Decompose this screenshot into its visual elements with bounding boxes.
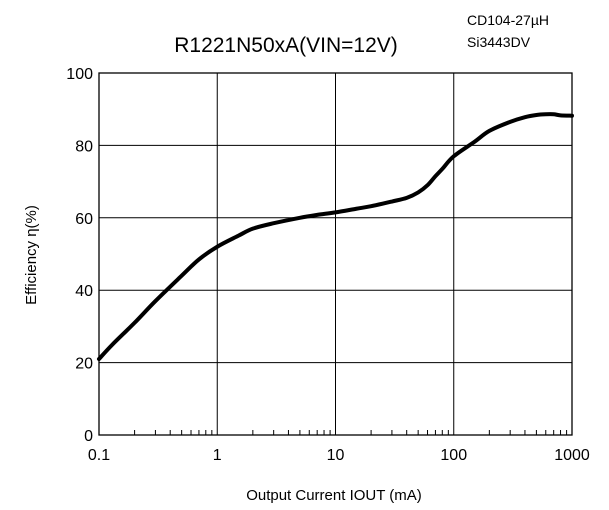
y-tick-label: 40: [75, 283, 93, 300]
x-tick-label: 100: [440, 447, 467, 464]
x-tick-label: 0.1: [88, 447, 110, 464]
chart-title: R1221N50xA(VIN=12V): [174, 34, 398, 57]
y-tick-label: 60: [75, 211, 93, 228]
y-tick-labels: 0 20 40 60 80 100: [66, 66, 93, 445]
mosfet-note: Si3443DV: [467, 34, 531, 50]
x-tick-label: 1: [213, 447, 222, 464]
y-tick-label: 20: [75, 356, 93, 373]
y-tick-label: 0: [84, 428, 93, 445]
inductor-note: CD104-27µH: [467, 12, 549, 28]
grid-lines: [99, 73, 572, 435]
x-tick-labels: 0.1 1 10 100 1000: [88, 447, 590, 464]
minor-ticks: [134, 430, 568, 435]
y-tick-label: 100: [66, 66, 93, 83]
efficiency-curve: [97, 112, 574, 361]
x-tick-label: 10: [327, 447, 345, 464]
x-tick-label: 1000: [554, 447, 590, 464]
plot-frame: [98, 72, 573, 436]
y-tick-label: 80: [75, 138, 93, 155]
y-axis-label: Efficiency η(%): [23, 205, 40, 305]
x-axis-label: Output Current IOUT (mA): [246, 487, 422, 504]
